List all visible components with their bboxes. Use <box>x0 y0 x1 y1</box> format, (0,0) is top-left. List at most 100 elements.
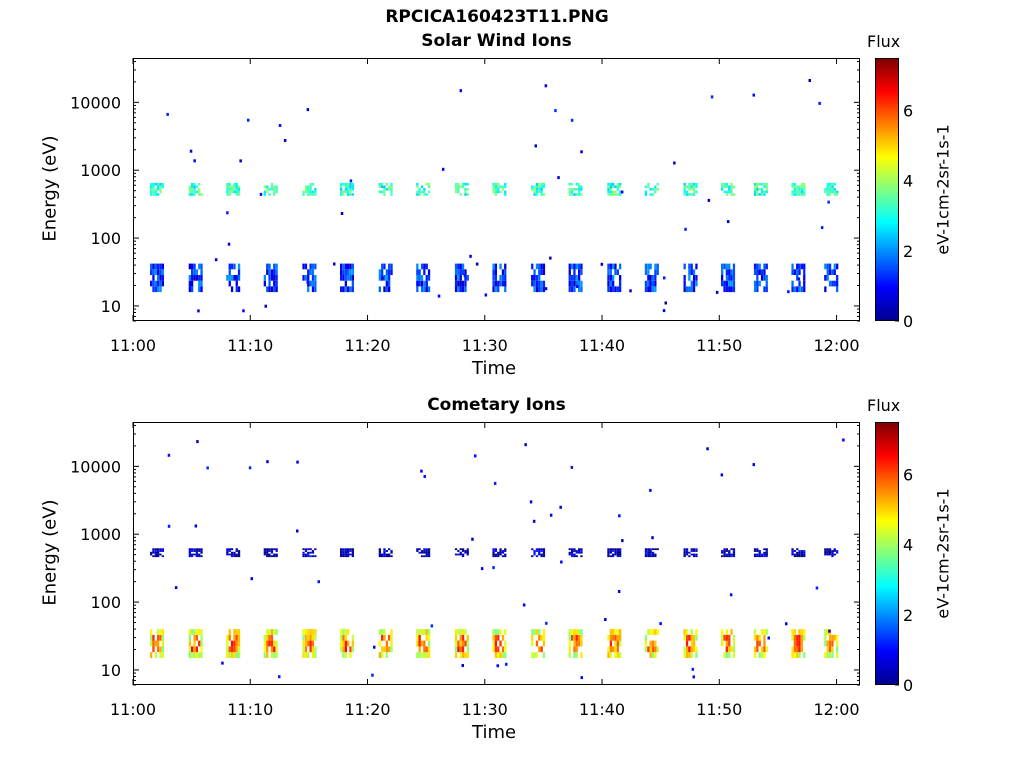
data-cell <box>302 263 305 270</box>
data-cell <box>723 286 726 293</box>
data-cell <box>616 553 619 556</box>
data-cell <box>575 188 578 191</box>
data-cell <box>492 182 495 186</box>
data-cell <box>497 646 500 653</box>
data-cell <box>826 185 829 189</box>
data-cell <box>683 263 686 270</box>
data-cell <box>725 263 728 270</box>
data-cell <box>535 263 539 270</box>
data-cell <box>427 190 431 194</box>
data-cell <box>578 550 581 552</box>
data-cell <box>728 550 731 552</box>
data-cell <box>152 634 155 641</box>
data-cell <box>540 280 543 287</box>
data-cell <box>522 603 526 607</box>
data-cell <box>533 652 536 658</box>
data-cell <box>159 275 162 281</box>
data-cell <box>226 188 229 191</box>
data-cell <box>188 629 191 635</box>
data-cell <box>609 652 612 658</box>
data-cell <box>573 188 576 191</box>
data-cell <box>351 640 354 647</box>
data-cell <box>654 629 657 635</box>
data-cell <box>497 280 500 287</box>
data-cell <box>720 473 724 477</box>
data-cell <box>188 646 191 653</box>
data-cell <box>385 640 388 647</box>
data-cell <box>573 280 576 287</box>
data-cell <box>758 652 761 658</box>
data-cell <box>430 624 434 628</box>
data-cell <box>499 652 502 658</box>
data-cell <box>266 555 269 558</box>
data-cell <box>425 193 428 196</box>
data-cell <box>492 634 495 641</box>
colorbar-tick-label: 6 <box>903 466 913 485</box>
data-cell <box>150 551 153 554</box>
data-cell <box>649 550 652 552</box>
data-cell <box>226 634 229 641</box>
data-cell <box>461 280 465 287</box>
data-cell <box>793 182 796 186</box>
data-cell <box>157 634 160 641</box>
data-cell <box>194 524 198 528</box>
data-cell <box>656 646 659 653</box>
data-cell <box>803 182 806 186</box>
data-cell <box>612 553 615 556</box>
data-cell <box>728 553 731 556</box>
data-cell <box>721 551 724 554</box>
data-cell <box>690 188 693 191</box>
data-cell <box>193 646 196 653</box>
data-cell <box>416 185 419 189</box>
data-cell <box>381 276 384 280</box>
data-cell <box>150 634 153 641</box>
data-cell <box>540 555 543 558</box>
data-cell <box>723 182 726 186</box>
colorbar-tick-label: 2 <box>903 242 913 261</box>
data-cell <box>157 551 160 554</box>
data-cell <box>824 188 827 191</box>
data-cell <box>311 286 315 293</box>
data-cell <box>796 185 799 189</box>
data-cell <box>464 182 467 186</box>
data-cell <box>695 550 698 552</box>
data-cell <box>725 634 728 641</box>
data-cell <box>383 548 386 551</box>
data-cell <box>311 551 315 554</box>
data-cell <box>649 488 652 492</box>
data-cell <box>568 634 571 641</box>
data-cell <box>573 553 576 556</box>
data-cell <box>763 551 766 554</box>
data-cell <box>571 190 574 194</box>
data-cell <box>390 640 393 647</box>
data-cell <box>342 286 345 293</box>
data-cell <box>803 652 806 658</box>
data-cell <box>152 188 155 191</box>
data-cell <box>538 634 541 641</box>
data-cell <box>793 629 796 635</box>
data-cell <box>690 646 693 653</box>
data-cell <box>494 629 497 635</box>
data-cell <box>692 553 696 556</box>
data-cell <box>427 550 431 552</box>
data-cell <box>540 190 543 194</box>
data-cell <box>494 640 497 647</box>
data-cell <box>349 185 352 189</box>
data-cell <box>342 629 345 635</box>
data-cell <box>228 553 231 556</box>
data-cell <box>342 551 345 554</box>
data-cell <box>237 646 241 653</box>
data-cell <box>763 182 766 186</box>
data-cell <box>226 551 229 554</box>
data-cell <box>191 188 194 191</box>
data-cell <box>154 263 157 270</box>
data-cell <box>614 286 617 293</box>
data-cell <box>193 182 196 186</box>
data-cell <box>425 634 428 641</box>
data-cell <box>728 269 731 275</box>
data-cell <box>314 548 317 551</box>
data-cell <box>492 275 495 281</box>
data-cell <box>275 629 278 635</box>
data-cell <box>197 309 200 313</box>
data-cell <box>425 275 428 281</box>
